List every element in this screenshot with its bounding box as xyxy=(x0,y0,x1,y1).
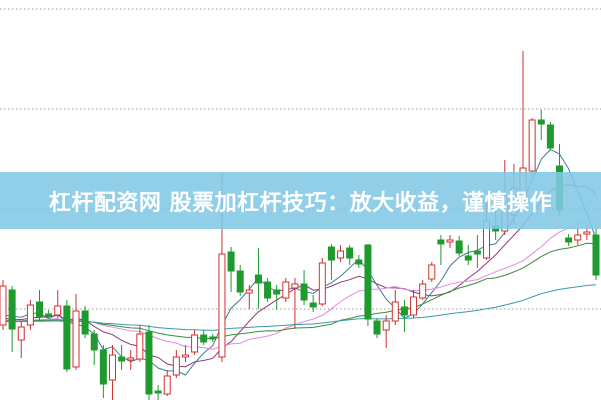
candle-body xyxy=(35,301,43,318)
candle-body xyxy=(346,247,354,259)
candle-body xyxy=(309,302,317,308)
candle-body xyxy=(455,240,463,254)
candle-body xyxy=(428,264,436,280)
candle-body xyxy=(355,259,363,265)
candle-body xyxy=(382,320,390,331)
candle-body xyxy=(400,306,408,316)
candle-body xyxy=(273,289,281,295)
candle-body xyxy=(154,390,162,394)
candle-body xyxy=(473,250,481,255)
candle-body xyxy=(528,119,536,172)
candle-body xyxy=(172,356,180,376)
candle-body xyxy=(282,281,290,299)
ma-line-10 xyxy=(2,184,597,368)
candle-body xyxy=(574,234,582,241)
candle-body xyxy=(592,234,600,276)
candle-body xyxy=(118,356,126,362)
candle-body xyxy=(54,305,62,316)
candle-body xyxy=(227,251,235,272)
candle-body xyxy=(127,357,135,361)
candle-body xyxy=(218,253,226,358)
banner-title: 杠杆配资网 股票加杠杆技巧：放大收益，谨慎操作 xyxy=(48,190,553,216)
candle-body xyxy=(327,246,335,261)
candle-body xyxy=(537,119,545,125)
ma-line-60 xyxy=(2,284,597,331)
candle-body xyxy=(8,289,16,330)
candle-body xyxy=(72,310,80,368)
candle-body xyxy=(145,331,153,395)
ma-line-20 xyxy=(2,219,597,350)
candle-body xyxy=(364,244,372,320)
candle-body xyxy=(245,289,253,294)
candle-body xyxy=(391,301,399,322)
candle-body xyxy=(410,296,418,316)
candle-body xyxy=(446,239,454,243)
candle-body xyxy=(90,333,98,351)
candle-body xyxy=(163,375,171,395)
candle-body xyxy=(99,349,107,385)
title-banner: 杠杆配资网 股票加杠杆技巧：放大收益，谨慎操作 xyxy=(0,172,601,229)
candle-body xyxy=(291,283,299,289)
candle-body xyxy=(191,334,199,353)
candle-body xyxy=(419,283,427,299)
candle-body xyxy=(0,285,7,326)
candle-body xyxy=(254,274,262,284)
candle-body xyxy=(437,239,445,245)
ma-line-5 xyxy=(2,148,597,376)
candle-body xyxy=(318,262,326,305)
candle-body xyxy=(337,250,345,259)
candle-body xyxy=(236,270,244,293)
candle-body xyxy=(181,354,189,358)
candle-body xyxy=(108,354,116,381)
candle-body xyxy=(200,334,208,343)
candle-body xyxy=(264,281,272,299)
candle-body xyxy=(565,237,573,243)
ma-line-30 xyxy=(2,242,597,340)
candle-body xyxy=(546,124,554,149)
candle-body xyxy=(63,305,71,370)
candle-body xyxy=(26,304,34,326)
candle-body xyxy=(209,336,217,340)
candle-body xyxy=(136,333,144,360)
candle-body xyxy=(464,255,472,261)
candle-body xyxy=(81,310,89,335)
candle-body xyxy=(373,320,381,335)
candle-body xyxy=(45,313,53,317)
candle-body xyxy=(300,283,308,301)
candle-body xyxy=(583,231,591,235)
candle-body xyxy=(17,326,25,341)
